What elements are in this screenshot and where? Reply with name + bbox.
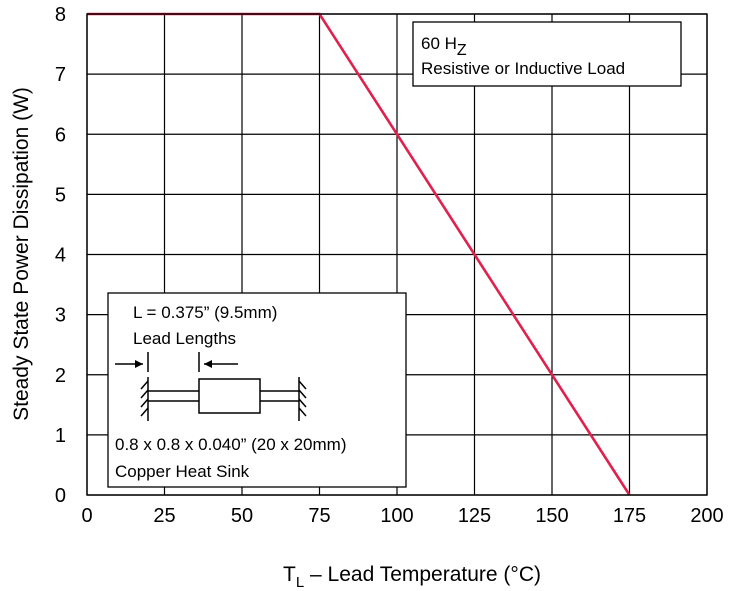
condition-annotation: 60 HZ Resistive or Inductive Load [412, 21, 682, 87]
inset-lead-length: L = 0.375” (9.5mm) [133, 303, 277, 322]
y-tick-label: 8 [55, 4, 66, 26]
condition-box [412, 21, 682, 87]
x-tick-label: 150 [535, 505, 568, 527]
inset-box [107, 292, 407, 488]
condition-frequency: 60 HZ [421, 34, 467, 59]
y-tick-label: 1 [55, 425, 66, 447]
y-tick-label: 0 [55, 485, 66, 507]
y-tick-label: 2 [55, 365, 66, 387]
inset-lead-lengths-label: Lead Lengths [133, 329, 236, 348]
y-tick-label: 6 [55, 124, 66, 146]
inset-heat-sink-material: Copper Heat Sink [115, 462, 250, 481]
inset-heat-sink-size: 0.8 x 0.8 x 0.040” (20 x 20mm) [115, 435, 347, 454]
x-tick-label: 25 [153, 505, 175, 527]
y-tick-label: 7 [55, 64, 66, 86]
y-tick-label: 3 [55, 305, 66, 327]
y-tick-label: 4 [55, 245, 66, 267]
x-tick-label: 75 [308, 505, 330, 527]
y-tick-label: 5 [55, 184, 66, 206]
x-tick-label: 200 [690, 505, 723, 527]
x-tick-label: 175 [613, 505, 646, 527]
plot-frame [86, 13, 708, 496]
mounting-diagram [115, 352, 307, 421]
condition-load-type: Resistive or Inductive Load [421, 59, 625, 78]
x-tick-label: 0 [81, 505, 92, 527]
x-axis-title: TL – Lead Temperature (°C) [283, 563, 541, 591]
y-axis-title: Steady State Power Dissipation (W) [10, 87, 33, 421]
x-tick-label: 100 [380, 505, 413, 527]
y-tick-labels: 0 1 2 3 4 5 6 7 8 [55, 4, 66, 507]
x-tick-label: 50 [231, 505, 253, 527]
x-tick-labels: 0 25 50 75 100 125 150 175 200 [81, 505, 723, 527]
mounting-inset: L = 0.375” (9.5mm) Lead Lengths [107, 292, 407, 488]
x-tick-label: 125 [458, 505, 491, 527]
